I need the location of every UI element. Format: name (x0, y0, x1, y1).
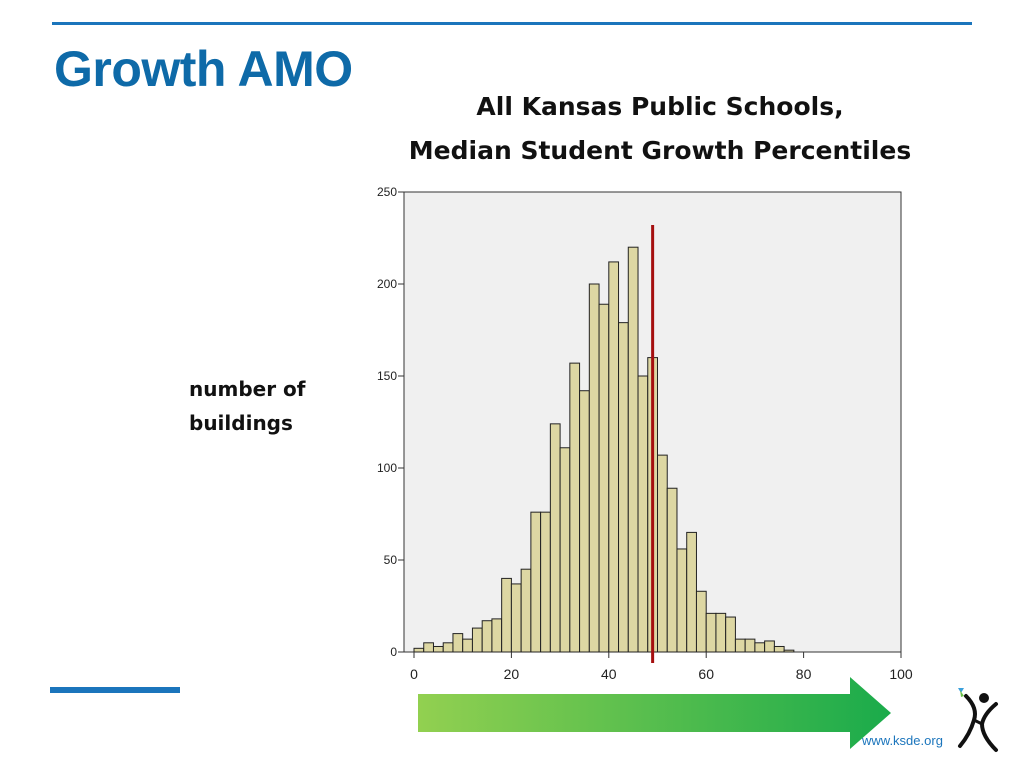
y-axis-label: number of buildings (189, 372, 359, 440)
top-rule (52, 22, 972, 25)
histogram-bar (452, 633, 464, 653)
histogram-bar (725, 616, 736, 653)
histogram-bar (559, 447, 571, 653)
histogram-bar (569, 362, 581, 653)
slide-title: Growth AMO (54, 41, 353, 97)
histogram-bar (734, 638, 746, 653)
chart-title-line1: All Kansas Public Schools, (476, 92, 844, 121)
y-tick-label: 250 (377, 185, 397, 199)
histogram-bar (481, 620, 493, 653)
y-tick-label: 0 (390, 645, 397, 659)
histogram-bar (423, 642, 434, 653)
y-axis-label-line2: buildings (189, 411, 293, 435)
y-tick-label: 50 (384, 553, 398, 567)
histogram-bar (773, 645, 785, 653)
bottom-rule (50, 687, 180, 693)
x-tick-label: 40 (601, 666, 617, 682)
y-tick-label: 100 (377, 461, 397, 475)
histogram-bar (705, 612, 717, 653)
histogram-bar (413, 647, 425, 653)
histogram-bar (676, 548, 688, 653)
footer-url[interactable]: www.ksde.org (862, 733, 943, 748)
histogram-bar (618, 322, 629, 653)
x-tick-label: 20 (504, 666, 520, 682)
histogram-bar (579, 390, 590, 653)
histogram-bar (754, 642, 766, 653)
y-tick-label: 200 (377, 277, 397, 291)
histogram-bar (764, 640, 775, 653)
axes-group: 0 50 100 150 200 250 0 20 40 60 80 100 (377, 185, 913, 682)
histogram-bar (510, 583, 522, 653)
histogram-bar (491, 618, 503, 653)
histogram-bar (520, 568, 532, 653)
histogram-bar (549, 423, 561, 653)
histogram-bar (588, 283, 600, 653)
histogram-bar (471, 627, 483, 653)
histogram-bar (598, 303, 610, 653)
histogram-bar (715, 612, 727, 653)
histogram-bar (608, 261, 620, 653)
histogram-bar (462, 638, 473, 653)
x-tick-label: 100 (889, 666, 913, 682)
y-tick-label: 150 (377, 369, 397, 383)
y-axis-label-line1: number of (189, 377, 306, 401)
x-tick-label: 80 (796, 666, 812, 682)
progress-arrow (418, 677, 891, 749)
histogram-bar (637, 375, 649, 653)
chart-title-line2: Median Student Growth Percentiles (408, 136, 912, 165)
histogram-bar (657, 454, 668, 653)
histogram-bar (744, 638, 756, 653)
histogram-bar (686, 531, 697, 653)
histogram-bar (627, 246, 639, 653)
histogram-bar (695, 590, 707, 653)
histogram-bar (666, 487, 678, 653)
ksde-figure-logo-icon (958, 688, 998, 752)
histogram-bar (540, 511, 551, 653)
x-tick-label: 60 (698, 666, 714, 682)
histogram-bar (501, 577, 512, 653)
histogram-bar (530, 511, 542, 653)
histogram-bar (783, 649, 795, 653)
histogram-bar (432, 645, 444, 653)
histogram-bar (442, 642, 454, 653)
x-tick-label: 0 (410, 666, 418, 682)
